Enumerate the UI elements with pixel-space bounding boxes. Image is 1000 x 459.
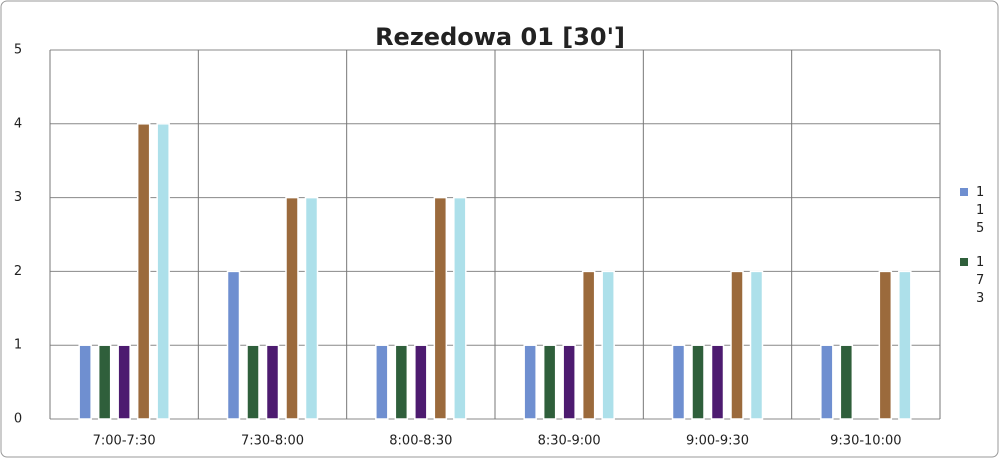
bar: [542, 344, 557, 420]
x-tick-label: 8:30-9:00: [538, 434, 601, 449]
legend-entry: 173: [960, 254, 985, 308]
bar: [820, 344, 834, 420]
bar: [136, 123, 151, 420]
bar: [304, 196, 319, 420]
bar: [265, 344, 280, 420]
bar: [898, 270, 912, 420]
chart-title: Rezedowa 01 [30']: [375, 23, 625, 51]
bar: [581, 270, 596, 420]
bar: [285, 196, 299, 420]
y-tick-label: 4: [14, 116, 22, 131]
bar: [562, 344, 576, 420]
bar: [246, 344, 260, 420]
legend-swatch: [960, 258, 968, 266]
bar: [710, 344, 725, 420]
x-tick-label: 7:30-8:00: [241, 434, 304, 449]
y-tick-label: 5: [14, 43, 22, 58]
x-tick-label: 9:00-9:30: [686, 434, 749, 449]
bar: [414, 344, 428, 420]
bar: [117, 344, 131, 420]
bar: [453, 196, 467, 420]
bar: [375, 344, 389, 420]
bar: [878, 270, 893, 420]
bar: [97, 344, 112, 420]
y-tick-label: 3: [14, 190, 22, 205]
bar: [749, 270, 764, 420]
legend-swatch: [960, 188, 968, 196]
bar: [730, 270, 744, 420]
bar: [78, 344, 92, 420]
y-tick-label: 0: [14, 412, 22, 427]
legend-label: 173: [976, 255, 985, 306]
bar: [523, 344, 537, 420]
bar: [394, 344, 409, 420]
bar: [433, 196, 448, 420]
x-tick-label: 9:30-10:00: [830, 434, 901, 449]
legend-label: 115: [976, 185, 985, 236]
bar: [671, 344, 686, 420]
x-tick-label: 7:00-7:30: [93, 434, 156, 449]
legend-entry: 115: [960, 184, 985, 238]
y-tick-label: 2: [14, 264, 22, 279]
bar: [226, 270, 241, 420]
bar: [601, 270, 615, 420]
y-tick-label: 1: [14, 338, 22, 353]
x-tick-label: 8:00-8:30: [389, 434, 452, 449]
bar: [156, 123, 170, 420]
bar: [839, 344, 854, 420]
bar: [691, 344, 705, 420]
